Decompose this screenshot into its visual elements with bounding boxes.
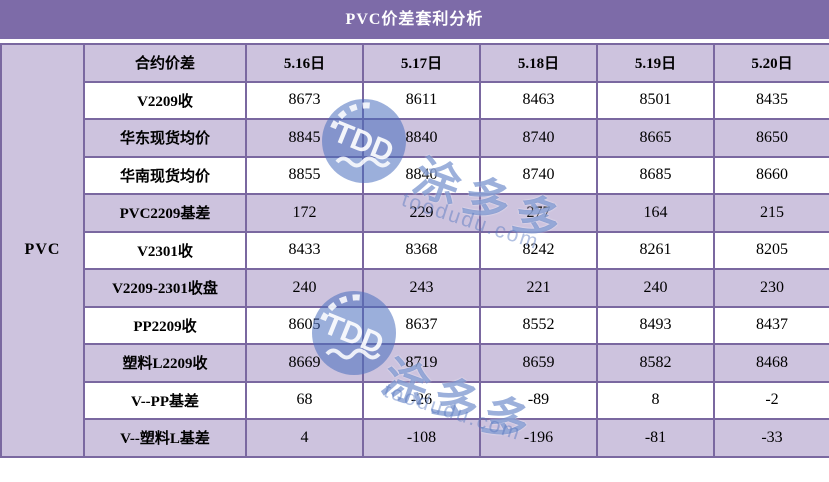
- value-cell: 221: [479, 268, 598, 308]
- row-label: V--PP基差: [83, 380, 247, 420]
- date-header-cell: 5.20日: [713, 43, 829, 83]
- value-cell: 8552: [479, 305, 598, 345]
- value-cell: 8: [596, 380, 715, 420]
- value-cell: -26: [362, 380, 481, 420]
- row-label: PVC2209基差: [83, 193, 247, 233]
- value-cell: 8650: [713, 118, 829, 158]
- value-cell: 8845: [245, 118, 364, 158]
- value-cell: -2: [713, 380, 829, 420]
- table-row: V--塑料L基差 4 -108 -196 -81 -33: [1, 418, 829, 458]
- value-cell: 8437: [713, 305, 829, 345]
- row-label: 塑料L2209收: [83, 343, 247, 383]
- date-header-cell: 5.17日: [362, 43, 481, 83]
- value-cell: 8242: [479, 230, 598, 270]
- value-cell: 8740: [479, 155, 598, 195]
- value-cell: 8840: [362, 155, 481, 195]
- value-cell: 8261: [596, 230, 715, 270]
- value-cell: 8605: [245, 305, 364, 345]
- page-title: PVC价差套利分析: [0, 0, 829, 39]
- table-row: 塑料L2209收 8669 8719 8659 8582 8468: [1, 343, 829, 383]
- value-cell: 277: [479, 193, 598, 233]
- value-cell: 8840: [362, 118, 481, 158]
- row-label: V--塑料L基差: [83, 418, 247, 458]
- row-label: 华东现货均价: [83, 118, 247, 158]
- value-cell: 8463: [479, 80, 598, 120]
- value-cell: 8368: [362, 230, 481, 270]
- value-cell: 8637: [362, 305, 481, 345]
- value-cell: 8685: [596, 155, 715, 195]
- row-label: 华南现货均价: [83, 155, 247, 195]
- table-row: 华南现货均价 8855 8840 8740 8685 8660: [1, 155, 829, 195]
- date-header-cell: 5.18日: [479, 43, 598, 83]
- table-row: 华东现货均价 8845 8840 8740 8665 8650: [1, 118, 829, 158]
- table-header-row: PVC 合约价差 5.16日 5.17日 5.18日 5.19日 5.20日: [0, 43, 829, 458]
- value-cell: 8719: [362, 343, 481, 383]
- table-row: V2209-2301收盘 240 243 221 240 230: [1, 268, 829, 308]
- value-cell: 240: [245, 268, 364, 308]
- table-row: V--PP基差 68 -26 -89 8 -2: [1, 380, 829, 420]
- value-cell: 8493: [596, 305, 715, 345]
- table-row: PP2209收 8605 8637 8552 8493 8437: [1, 305, 829, 345]
- value-cell: 240: [596, 268, 715, 308]
- value-cell: 4: [245, 418, 364, 458]
- table-row: V2301收 8433 8368 8242 8261 8205: [1, 230, 829, 270]
- value-cell: 8582: [596, 343, 715, 383]
- pvc-spread-table: PVC 合约价差 5.16日 5.17日 5.18日 5.19日 5.20日 V2209收 8…: [0, 43, 829, 458]
- value-cell: 164: [596, 193, 715, 233]
- value-cell: 229: [362, 193, 481, 233]
- value-cell: 243: [362, 268, 481, 308]
- value-cell: -33: [713, 418, 829, 458]
- value-cell: 68: [245, 380, 364, 420]
- value-cell: 215: [713, 193, 829, 233]
- value-cell: 8669: [245, 343, 364, 383]
- row-label: V2209-2301收盘: [83, 268, 247, 308]
- value-cell: -89: [479, 380, 598, 420]
- row-label: V2209收: [83, 80, 247, 120]
- spread-header-cell: 合约价差: [83, 43, 247, 83]
- value-cell: 8205: [713, 230, 829, 270]
- value-cell: -108: [362, 418, 481, 458]
- value-cell: 8740: [479, 118, 598, 158]
- date-header-cell: 5.19日: [596, 43, 715, 83]
- value-cell: 8435: [713, 80, 829, 120]
- table-row: V2209收 8673 8611 8463 8501 8435: [1, 80, 829, 120]
- table-row: PVC2209基差 172 229 277 164 215: [1, 193, 829, 233]
- value-cell: -196: [479, 418, 598, 458]
- value-cell: 172: [245, 193, 364, 233]
- row-group-label: PVC: [0, 43, 85, 458]
- value-cell: 8611: [362, 80, 481, 120]
- value-cell: 8468: [713, 343, 829, 383]
- value-cell: 8433: [245, 230, 364, 270]
- value-cell: 8659: [479, 343, 598, 383]
- value-cell: 8660: [713, 155, 829, 195]
- value-cell: 8673: [245, 80, 364, 120]
- value-cell: 8501: [596, 80, 715, 120]
- value-cell: 8855: [245, 155, 364, 195]
- row-label: V2301收: [83, 230, 247, 270]
- value-cell: -81: [596, 418, 715, 458]
- value-cell: 230: [713, 268, 829, 308]
- date-header-cell: 5.16日: [245, 43, 364, 83]
- row-label: PP2209收: [83, 305, 247, 345]
- value-cell: 8665: [596, 118, 715, 158]
